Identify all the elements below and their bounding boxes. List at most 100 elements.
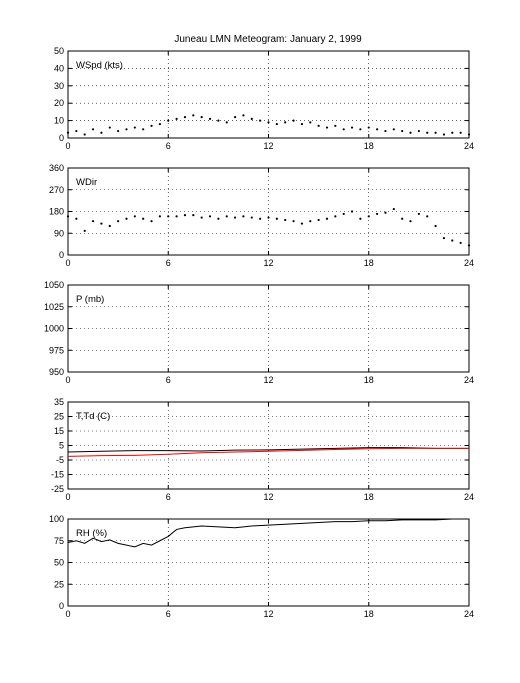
wind-speed-data-point (175, 117, 178, 120)
wind-direction-data-point (442, 236, 446, 240)
wind-direction-x-tick-label: 0 (65, 258, 70, 268)
wind-direction-x-tick-label: 6 (166, 258, 171, 268)
wind-speed-data-point (183, 116, 187, 119)
wind-direction-y-tick-label: 270 (49, 185, 64, 195)
wind-direction-data-point (167, 215, 170, 218)
wind-direction-data-point (75, 217, 78, 220)
wind-speed-y-tick-label: 20 (54, 98, 64, 108)
wind-speed-panel-label: WSpd (kts) (76, 60, 123, 71)
wind-speed-data-point (117, 129, 120, 133)
pressure-y-tick-label: 1025 (44, 302, 64, 312)
pressure-y-tick-label: 950 (49, 367, 64, 377)
wind-direction-data-point (91, 220, 95, 223)
pressure-y-tick-label: 1050 (44, 280, 64, 290)
wind-speed-data-point (150, 124, 153, 127)
wind-direction-data-point (183, 214, 187, 217)
pressure-y-tick-label: 1000 (44, 324, 64, 334)
temperature-dewpoint-y-tick-label: 25 (54, 412, 64, 422)
temperature-dewpoint-series-line-1 (67, 447, 469, 457)
relative-humidity-x-tick-label: 0 (65, 609, 70, 619)
wind-speed-data-point (284, 121, 287, 124)
wind-direction-data-point (417, 212, 420, 216)
wind-direction-y-tick-label: 360 (49, 163, 64, 173)
temperature-dewpoint-y-tick-label: -15 (51, 470, 64, 480)
wind-speed-data-point (392, 128, 395, 131)
wind-direction-data-point (133, 215, 136, 218)
wind-speed-data-point (317, 124, 320, 127)
relative-humidity-panel: 0 6 12 18 24 0 25 50 75 100 RH (%) (49, 514, 474, 619)
wind-direction-data-point (66, 215, 70, 218)
relative-humidity-series-line-0 (67, 518, 469, 548)
relative-humidity-x-tick-label: 12 (263, 609, 273, 619)
wind-direction-data-point (200, 216, 203, 219)
wind-direction-y-tick-label: 0 (59, 250, 64, 260)
wind-direction-data-point (434, 224, 437, 228)
temperature-dewpoint-y-tick-label: -5 (56, 455, 64, 465)
wind-direction-data-point (142, 217, 145, 220)
wind-speed-data-point (409, 131, 412, 134)
wind-speed-y-tick-label: 40 (54, 63, 64, 73)
wind-speed-data-point (300, 122, 304, 126)
pressure-panel: 0 6 12 18 24 950 975 1000 1025 1050 P (mb) (44, 280, 474, 385)
wind-speed-data-point (200, 116, 203, 119)
temperature-dewpoint-x-tick-label: 24 (464, 492, 474, 502)
wind-speed-data-point (325, 126, 329, 129)
wind-speed-data-point (267, 121, 270, 124)
wind-speed-data-point (100, 131, 103, 134)
wind-direction-data-point (392, 207, 395, 211)
wind-speed-y-tick-label: 30 (54, 81, 64, 91)
temperature-dewpoint-series-line-0 (67, 447, 469, 453)
wind-direction-data-point (284, 218, 287, 222)
wind-direction-panel: 0 6 12 18 24 0 90 180 270 360 WDir (49, 163, 474, 268)
wind-direction-data-point (467, 244, 471, 247)
wind-speed-data-point (367, 126, 370, 129)
wind-direction-data-point (117, 220, 120, 223)
wind-speed-data-point (225, 121, 228, 124)
wind-speed-x-tick-label: 12 (263, 141, 273, 151)
wind-direction-data-point (401, 217, 404, 220)
wind-speed-y-tick-label: 0 (59, 133, 64, 143)
temperature-dewpoint-y-tick-label: 35 (54, 397, 64, 407)
relative-humidity-y-tick-label: 0 (59, 601, 64, 611)
wind-speed-x-tick-label: 18 (364, 141, 374, 151)
relative-humidity-panel-label: RH (%) (76, 528, 107, 539)
wind-direction-data-point (275, 217, 278, 220)
wind-direction-data-point (150, 220, 153, 223)
wind-direction-panel-label: WDir (76, 177, 97, 188)
temperature-dewpoint-y-tick-label: 15 (54, 426, 64, 436)
wind-speed-data-point (459, 131, 462, 134)
wind-direction-data-point (108, 224, 111, 228)
pressure-x-tick-label: 18 (364, 375, 374, 385)
wind-direction-data-point (325, 217, 329, 220)
wind-speed-data-point (442, 133, 446, 136)
temperature-dewpoint-x-tick-label: 0 (65, 492, 70, 502)
relative-humidity-x-tick-label: 24 (464, 609, 474, 619)
temperature-dewpoint-panel-label: T,Td (C) (76, 411, 110, 422)
wind-speed-data-point (384, 129, 387, 133)
wind-direction-data-point (175, 215, 178, 218)
wind-direction-data-point (83, 229, 86, 232)
pressure-x-tick-label: 0 (65, 375, 70, 385)
wind-direction-data-point (225, 215, 228, 218)
wind-direction-data-point (292, 220, 295, 223)
wind-direction-data-point (426, 215, 429, 218)
wind-speed-data-point (342, 128, 345, 131)
wind-direction-data-point (267, 216, 270, 219)
wind-speed-data-point (208, 117, 212, 120)
wind-speed-data-point (250, 117, 253, 120)
wind-speed-data-point (350, 126, 354, 129)
wind-speed-x-tick-label: 6 (166, 141, 171, 151)
wind-speed-data-point (142, 128, 145, 131)
wind-direction-data-point (376, 212, 379, 216)
wind-direction-data-point (451, 239, 454, 242)
wind-speed-data-point (426, 131, 429, 134)
relative-humidity-y-tick-label: 50 (54, 558, 64, 568)
wind-direction-data-point (259, 217, 262, 220)
temperature-dewpoint-y-tick-label: -25 (51, 484, 64, 494)
relative-humidity-y-tick-label: 25 (54, 579, 64, 589)
wind-speed-data-point (108, 126, 111, 129)
pressure-x-tick-label: 6 (166, 375, 171, 385)
wind-speed-data-point (259, 119, 262, 122)
wind-speed-data-point (309, 121, 312, 124)
wind-direction-data-point (359, 217, 362, 220)
